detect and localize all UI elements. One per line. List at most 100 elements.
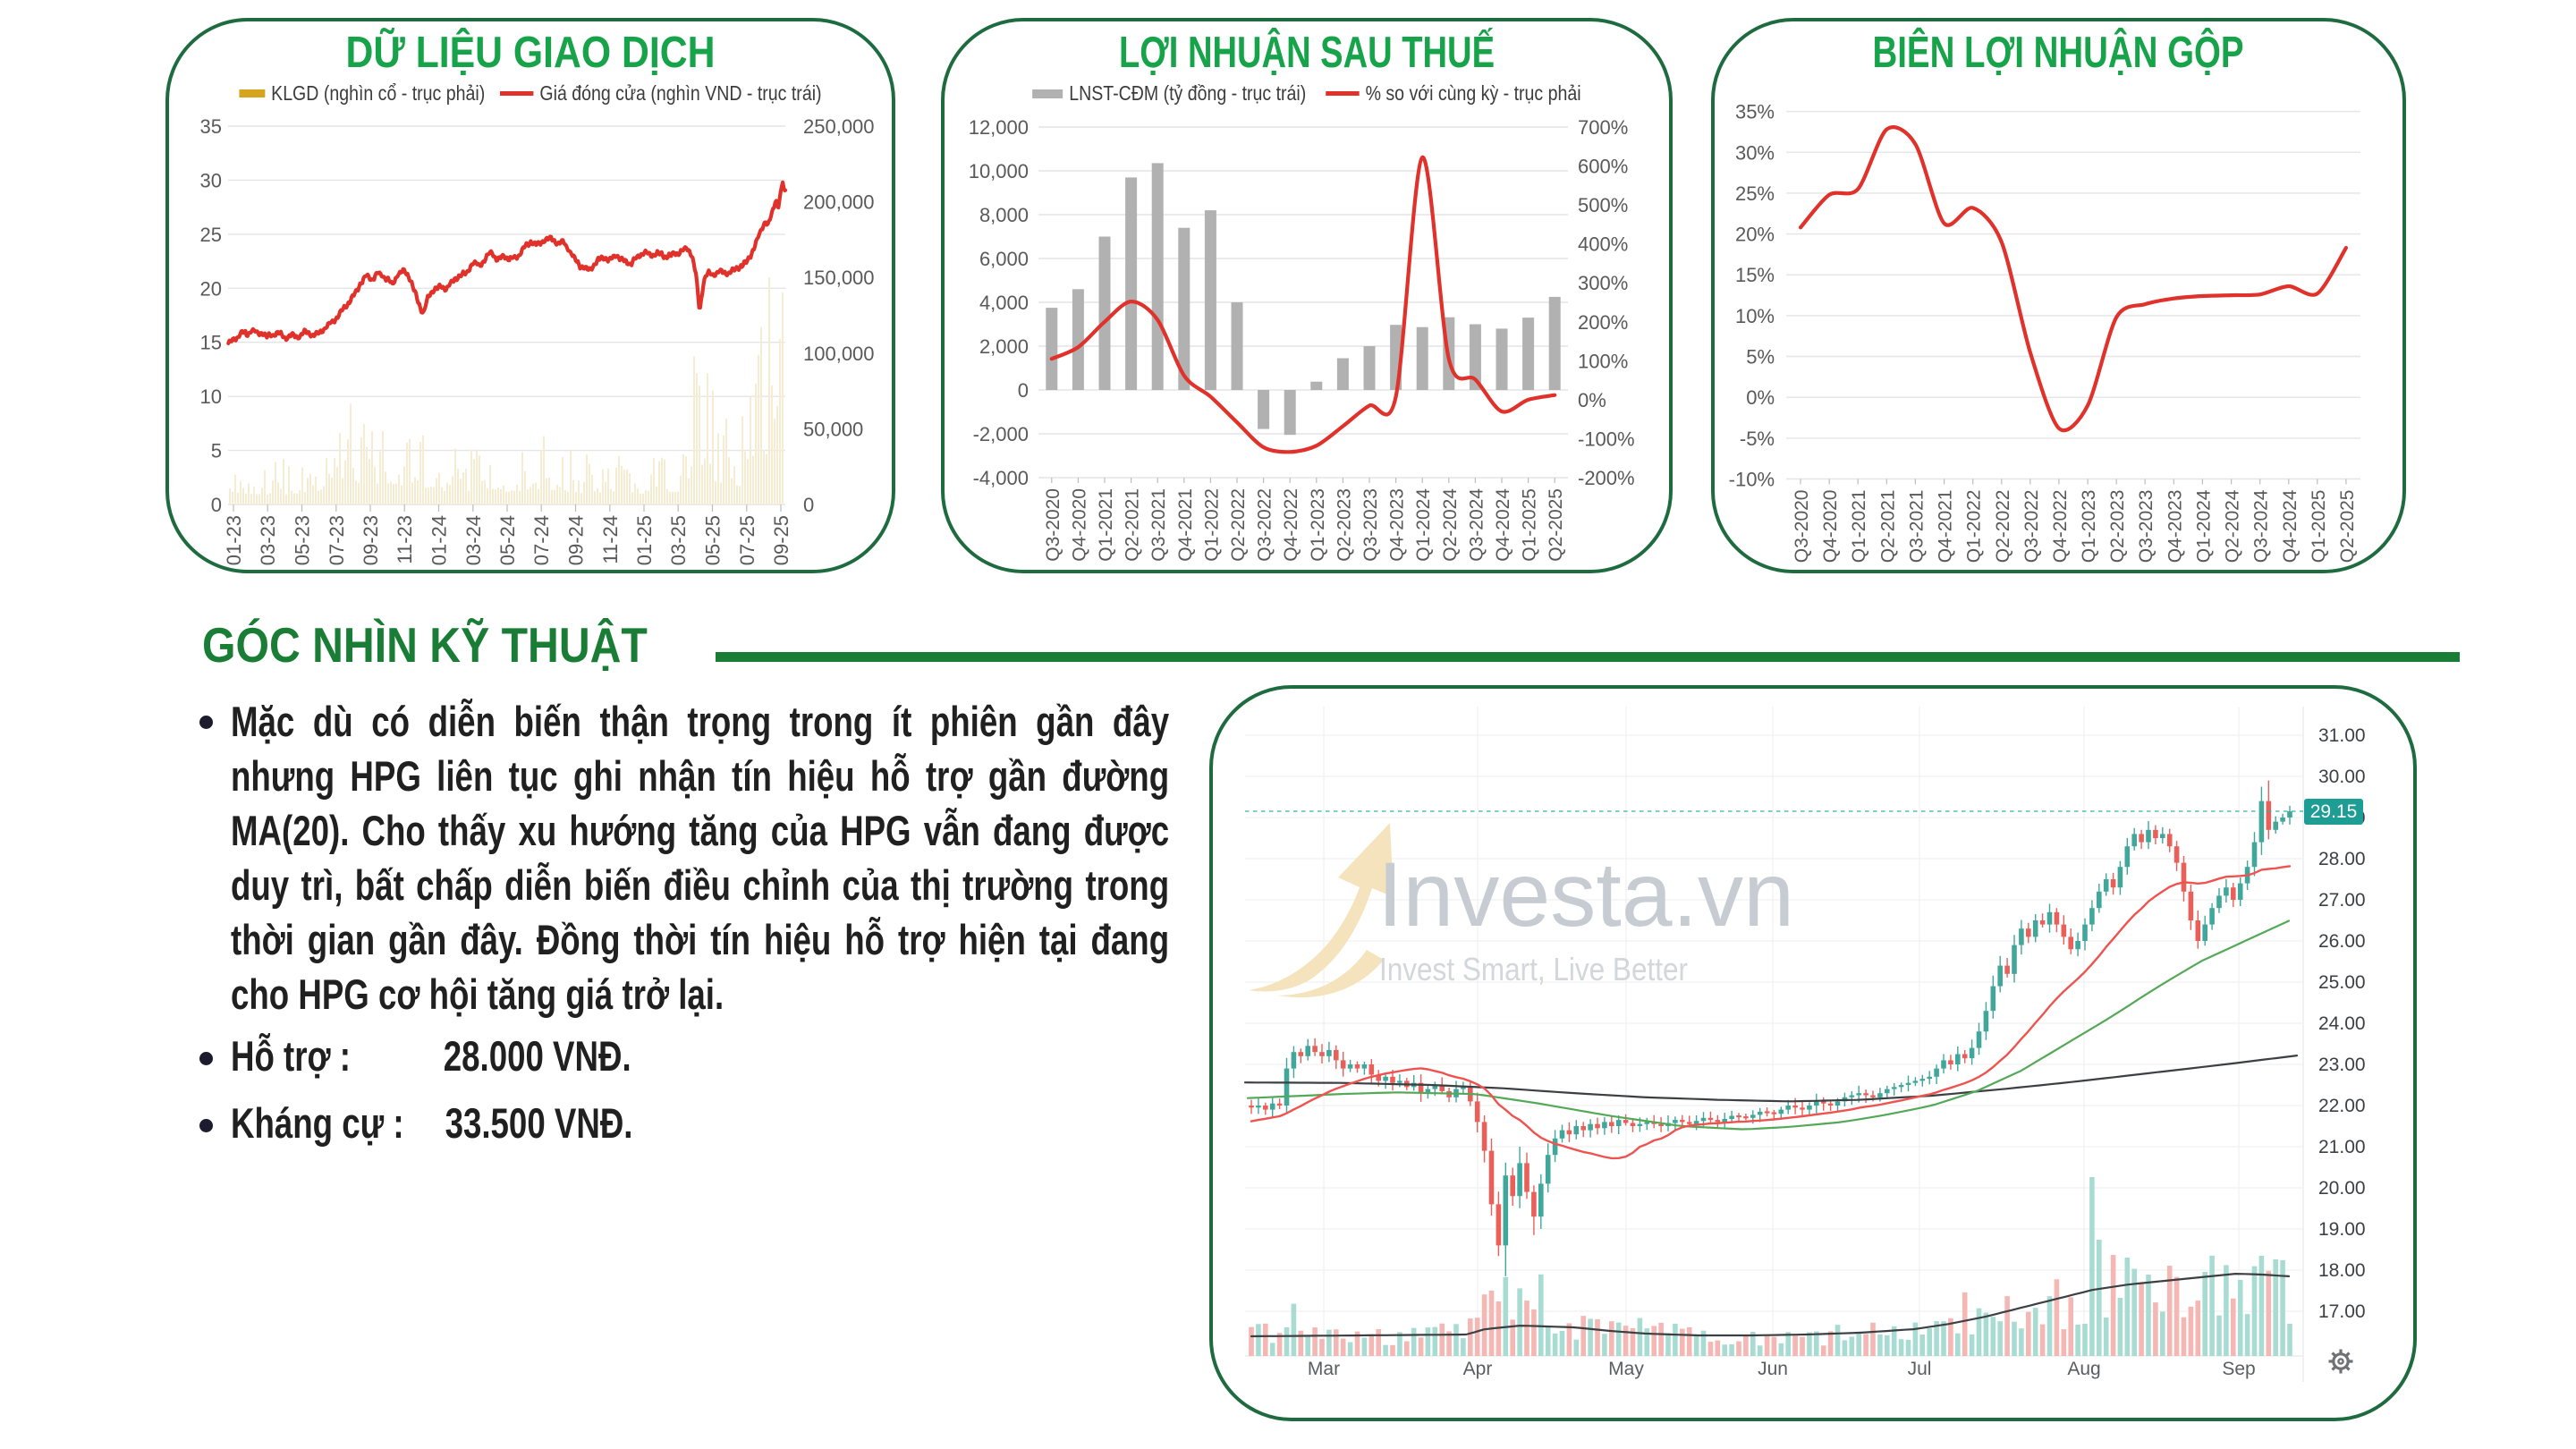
svg-text:01-23: 01-23 <box>223 515 245 565</box>
svg-text:27.00: 27.00 <box>2318 890 2366 911</box>
svg-text:03-24: 03-24 <box>462 515 485 565</box>
svg-text:25.00: 25.00 <box>2318 972 2366 993</box>
svg-text:11-23: 11-23 <box>394 515 416 564</box>
svg-text:DỮ LIỆU GIAO DỊCH: DỮ LIỆU GIAO DỊCH <box>346 28 716 77</box>
svg-text:Invest Smart, Live Better: Invest Smart, Live Better <box>1379 951 1688 987</box>
svg-text:150,000: 150,000 <box>803 267 875 289</box>
svg-text:Q4-2022: Q4-2022 <box>1281 488 1301 562</box>
svg-text:600%: 600% <box>1578 156 1628 178</box>
svg-text:15%: 15% <box>1735 264 1775 286</box>
svg-text:20.00: 20.00 <box>2318 1178 2366 1199</box>
svg-text:Q2-2024: Q2-2024 <box>2223 489 2243 563</box>
svg-text:25: 25 <box>200 224 222 246</box>
svg-text:12,000: 12,000 <box>969 116 1029 139</box>
svg-text:22.00: 22.00 <box>2318 1096 2366 1116</box>
svg-text:Q2-2025: Q2-2025 <box>2337 490 2358 564</box>
svg-text:19.00: 19.00 <box>2318 1219 2366 1240</box>
svg-text:09-24: 09-24 <box>565 515 588 565</box>
svg-text:Q4-2024: Q4-2024 <box>2280 489 2301 563</box>
svg-text:0: 0 <box>211 494 222 516</box>
svg-text:23.00: 23.00 <box>2318 1055 2366 1075</box>
svg-text:Q1-2023: Q1-2023 <box>2079 490 2099 564</box>
svg-text:Q1-2021: Q1-2021 <box>1096 488 1116 562</box>
svg-text:30%: 30% <box>1735 141 1775 164</box>
svg-text:Q3-2022: Q3-2022 <box>1255 488 1275 562</box>
svg-text:03-25: 03-25 <box>667 515 690 565</box>
svg-text:07-24: 07-24 <box>530 515 553 565</box>
svg-text:29.15: 29.15 <box>2310 801 2358 822</box>
svg-text:25%: 25% <box>1735 182 1775 205</box>
svg-text:Q1-2025: Q1-2025 <box>2309 490 2329 564</box>
svg-text:0: 0 <box>1018 379 1029 402</box>
svg-text:Q2-2023: Q2-2023 <box>1334 488 1354 562</box>
svg-text:Investa.vn: Investa.vn <box>1377 843 1794 945</box>
svg-text:Sep: Sep <box>2222 1359 2255 1379</box>
svg-text:10: 10 <box>200 386 222 408</box>
svg-text:100%: 100% <box>1578 350 1628 372</box>
svg-text:5%: 5% <box>1746 346 1775 369</box>
svg-text:-200%: -200% <box>1578 467 1635 489</box>
svg-text:10,000: 10,000 <box>969 160 1029 182</box>
svg-text:200,000: 200,000 <box>803 191 875 214</box>
svg-text:Q3-2021: Q3-2021 <box>1148 488 1169 562</box>
svg-text:28.00: 28.00 <box>2318 849 2366 869</box>
svg-text:300%: 300% <box>1578 272 1628 294</box>
svg-text:BIÊN LỢI NHUẬN GỘP: BIÊN LỢI NHUẬN GỘP <box>1873 28 2244 77</box>
svg-text:Q1-2022: Q1-2022 <box>1201 488 1222 562</box>
svg-text:15: 15 <box>200 332 222 354</box>
svg-text:05-25: 05-25 <box>702 515 724 565</box>
svg-text:03-23: 03-23 <box>257 515 279 565</box>
svg-text:Q2-2025: Q2-2025 <box>1546 488 1566 562</box>
svg-text:09-23: 09-23 <box>360 515 382 565</box>
svg-text:30: 30 <box>200 169 222 191</box>
svg-text:Q3-2022: Q3-2022 <box>2021 490 2042 564</box>
svg-text:500%: 500% <box>1578 194 1628 216</box>
svg-text:07-23: 07-23 <box>326 515 348 565</box>
svg-text:400%: 400% <box>1578 233 1628 256</box>
svg-text:35: 35 <box>200 115 222 138</box>
svg-text:-4,000: -4,000 <box>973 467 1029 489</box>
svg-text:Q2-2021: Q2-2021 <box>1877 490 1898 564</box>
svg-text:Q1-2022: Q1-2022 <box>1964 490 1985 564</box>
svg-text:Mar: Mar <box>1308 1359 1340 1379</box>
svg-text:Q4-2021: Q4-2021 <box>1936 490 1956 564</box>
svg-text:Q3-2023: Q3-2023 <box>1360 488 1381 562</box>
svg-text:20: 20 <box>200 277 222 300</box>
svg-text:Q1-2021: Q1-2021 <box>1849 490 1869 564</box>
svg-text:-5%: -5% <box>1740 428 1775 450</box>
svg-text:0: 0 <box>803 494 814 516</box>
svg-text:Q4-2022: Q4-2022 <box>2050 490 2071 564</box>
svg-text:May: May <box>1608 1359 1644 1379</box>
svg-text:31.00: 31.00 <box>2318 725 2366 746</box>
svg-text:200%: 200% <box>1578 311 1628 334</box>
svg-text:5: 5 <box>211 440 222 462</box>
svg-text:10%: 10% <box>1735 305 1775 327</box>
svg-text:Q4-2024: Q4-2024 <box>1493 488 1513 562</box>
svg-text:21.00: 21.00 <box>2318 1137 2366 1157</box>
svg-text:Q3-2020: Q3-2020 <box>1792 490 1812 564</box>
svg-text:Q3-2020: Q3-2020 <box>1043 488 1063 562</box>
svg-text:50,000: 50,000 <box>803 418 863 440</box>
svg-text:0%: 0% <box>1578 389 1606 411</box>
svg-text:Q4-2020: Q4-2020 <box>1820 490 1841 564</box>
svg-text:Q3-2024: Q3-2024 <box>1466 488 1487 562</box>
svg-text:35%: 35% <box>1735 101 1775 123</box>
svg-text:Jun: Jun <box>1758 1359 1788 1379</box>
svg-text:26.00: 26.00 <box>2318 931 2366 952</box>
svg-text:Aug: Aug <box>2067 1359 2100 1379</box>
svg-text:05-23: 05-23 <box>292 515 314 565</box>
svg-text:Q2-2022: Q2-2022 <box>1228 488 1249 562</box>
svg-text:Q2-2021: Q2-2021 <box>1123 488 1143 562</box>
svg-text:8,000: 8,000 <box>979 204 1029 226</box>
svg-text:0%: 0% <box>1746 386 1775 409</box>
svg-text:11-24: 11-24 <box>599 515 622 564</box>
svg-text:100,000: 100,000 <box>803 343 875 365</box>
svg-text:Q1-2025: Q1-2025 <box>1520 488 1540 562</box>
svg-text:-2,000: -2,000 <box>973 423 1029 445</box>
svg-text:24.00: 24.00 <box>2318 1013 2366 1034</box>
svg-text:Q1-2024: Q1-2024 <box>1413 488 1434 562</box>
svg-text:01-24: 01-24 <box>428 515 451 565</box>
svg-text:4,000: 4,000 <box>979 292 1029 314</box>
svg-text:-100%: -100% <box>1578 428 1635 451</box>
svg-text:Q4-2020: Q4-2020 <box>1069 488 1089 562</box>
